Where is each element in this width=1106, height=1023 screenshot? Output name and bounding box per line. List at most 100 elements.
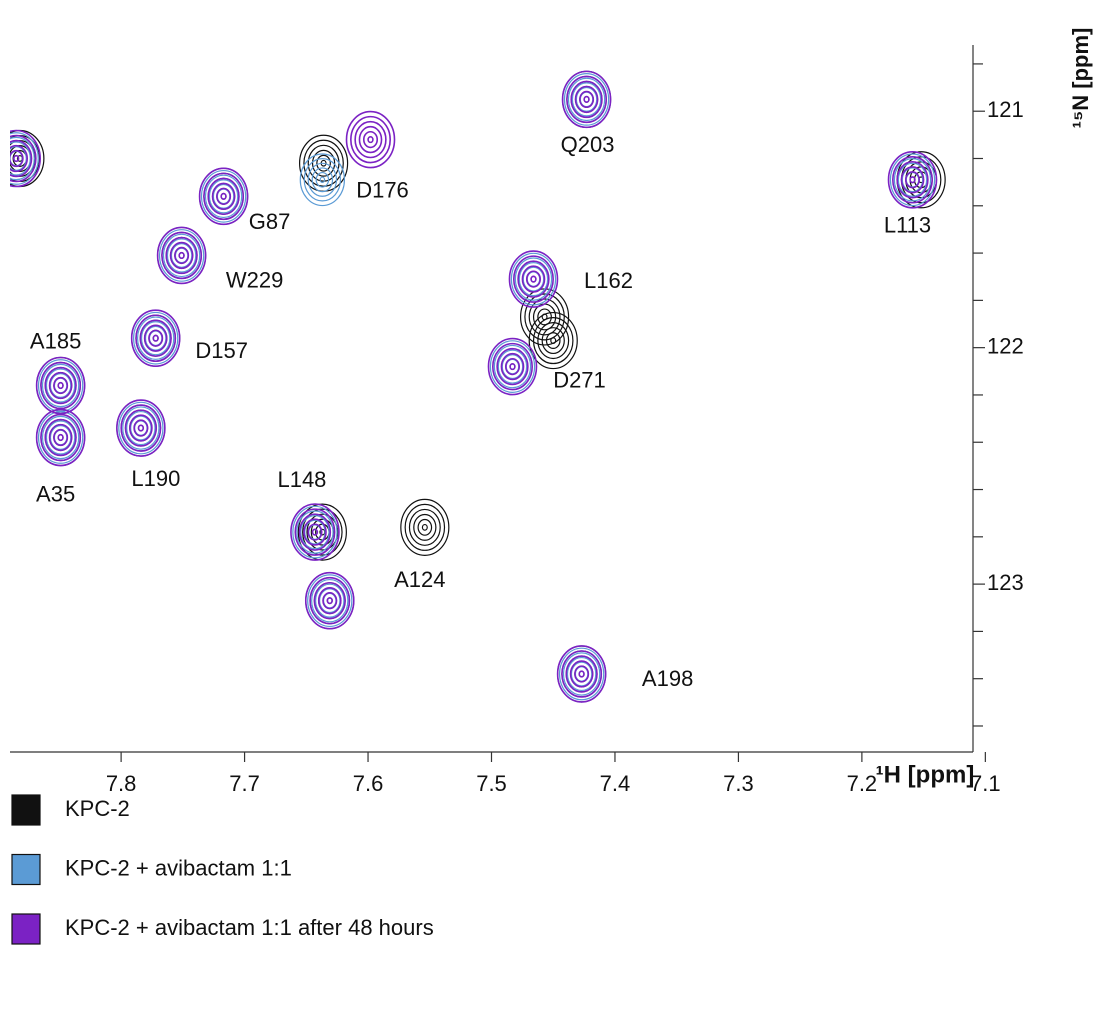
contour xyxy=(49,425,72,450)
contour xyxy=(550,337,557,344)
peak-label: W229 xyxy=(226,267,283,292)
contour xyxy=(311,528,319,536)
x-tick-label: 7.1 xyxy=(970,771,1001,796)
contour xyxy=(509,362,516,371)
contour xyxy=(489,340,536,393)
contour xyxy=(198,167,249,226)
contour xyxy=(574,665,590,683)
contour xyxy=(508,250,559,308)
contour xyxy=(565,655,598,693)
contour xyxy=(120,404,162,452)
contour xyxy=(887,150,938,209)
peak-label: L162 xyxy=(584,268,633,293)
peak xyxy=(299,153,346,207)
contour xyxy=(558,647,605,701)
legend-swatch xyxy=(11,853,41,886)
peak xyxy=(487,337,538,396)
peak xyxy=(345,110,396,169)
contour xyxy=(316,154,331,172)
contour xyxy=(126,410,156,446)
peak xyxy=(156,226,207,285)
contour xyxy=(570,661,593,687)
contour xyxy=(290,503,340,561)
legend-swatch xyxy=(11,913,41,945)
contour xyxy=(579,90,595,109)
peak-label: D157 xyxy=(195,338,248,363)
contour xyxy=(156,226,207,285)
contour xyxy=(10,141,31,176)
contour xyxy=(493,344,532,389)
contour xyxy=(211,182,236,211)
contour xyxy=(306,513,339,551)
contour xyxy=(421,523,428,531)
contour xyxy=(152,334,159,342)
contour xyxy=(901,167,924,193)
peak-label: L148 xyxy=(277,467,326,492)
contour xyxy=(578,670,585,678)
peak xyxy=(400,498,450,556)
contour xyxy=(49,373,72,398)
contour xyxy=(545,332,561,350)
contour xyxy=(174,246,190,265)
x-axis-label: ¹H [ppm] xyxy=(876,761,975,788)
contour xyxy=(892,156,933,204)
contour xyxy=(130,309,181,368)
contour xyxy=(303,518,327,546)
legend-label: KPC-2 xyxy=(65,796,130,821)
contour xyxy=(45,368,76,403)
contour xyxy=(129,414,153,442)
contour xyxy=(53,428,69,447)
plot-area xyxy=(10,70,946,703)
contour xyxy=(307,574,353,628)
contour xyxy=(492,342,533,391)
contour xyxy=(178,251,185,260)
contour xyxy=(124,409,158,447)
contour xyxy=(358,125,383,154)
contour xyxy=(315,171,330,188)
contour xyxy=(118,401,164,455)
contour xyxy=(304,571,355,630)
contour xyxy=(200,169,247,223)
contour xyxy=(307,162,338,197)
contour xyxy=(500,352,525,381)
y-tick-label: 121 xyxy=(987,97,1024,122)
contour xyxy=(139,319,172,357)
contour xyxy=(567,77,606,122)
peak xyxy=(10,129,41,188)
contour xyxy=(135,314,177,362)
contour xyxy=(575,86,598,112)
peak xyxy=(116,399,166,457)
contour xyxy=(561,70,612,129)
peak xyxy=(290,503,340,561)
contour xyxy=(514,257,553,301)
contour xyxy=(311,578,349,623)
legend-label: KPC-2 + avibactam 1:1 xyxy=(65,855,292,880)
contour xyxy=(48,423,73,452)
contour xyxy=(165,236,198,275)
contour xyxy=(345,110,396,169)
contour xyxy=(400,498,450,556)
x-tick-label: 7.8 xyxy=(106,771,137,796)
contour xyxy=(313,581,346,620)
peak xyxy=(130,309,181,368)
contour xyxy=(319,176,326,183)
contour xyxy=(296,510,334,554)
contour xyxy=(298,513,332,551)
x-tick-label: 7.4 xyxy=(600,771,631,796)
contour xyxy=(571,82,602,117)
peak xyxy=(887,150,938,209)
peak-label: D271 xyxy=(553,367,606,392)
contour xyxy=(512,255,554,303)
contour xyxy=(319,588,341,614)
contour xyxy=(303,139,344,187)
peak xyxy=(510,252,557,306)
contour xyxy=(893,158,932,202)
peak-label: A35 xyxy=(36,481,75,506)
contour xyxy=(525,270,541,288)
contour xyxy=(900,166,925,194)
peak-label: D176 xyxy=(356,177,409,202)
contour xyxy=(10,134,37,183)
contour xyxy=(417,518,433,536)
contour xyxy=(566,75,608,124)
